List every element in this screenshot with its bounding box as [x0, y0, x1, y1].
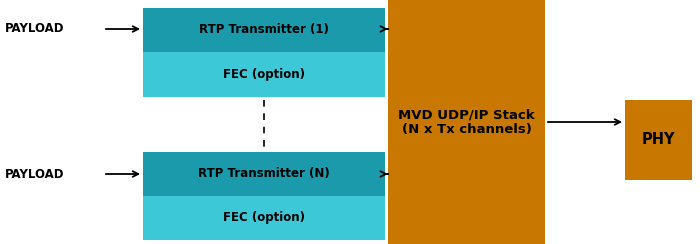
Bar — [143, 8, 385, 52]
Bar — [388, 0, 545, 244]
Text: FEC (option): FEC (option) — [223, 212, 305, 224]
Bar — [143, 196, 385, 240]
Text: RTP Transmitter (N): RTP Transmitter (N) — [198, 167, 330, 181]
Bar — [143, 152, 385, 196]
Bar — [143, 52, 385, 97]
Bar — [625, 100, 692, 180]
Text: RTP Transmitter (1): RTP Transmitter (1) — [199, 23, 329, 37]
Text: PAYLOAD: PAYLOAD — [5, 167, 64, 181]
Text: PAYLOAD: PAYLOAD — [5, 22, 64, 35]
Text: PHY: PHY — [642, 132, 675, 148]
Text: MVD UDP/IP Stack
(N x Tx channels): MVD UDP/IP Stack (N x Tx channels) — [398, 108, 535, 136]
Text: FEC (option): FEC (option) — [223, 68, 305, 81]
